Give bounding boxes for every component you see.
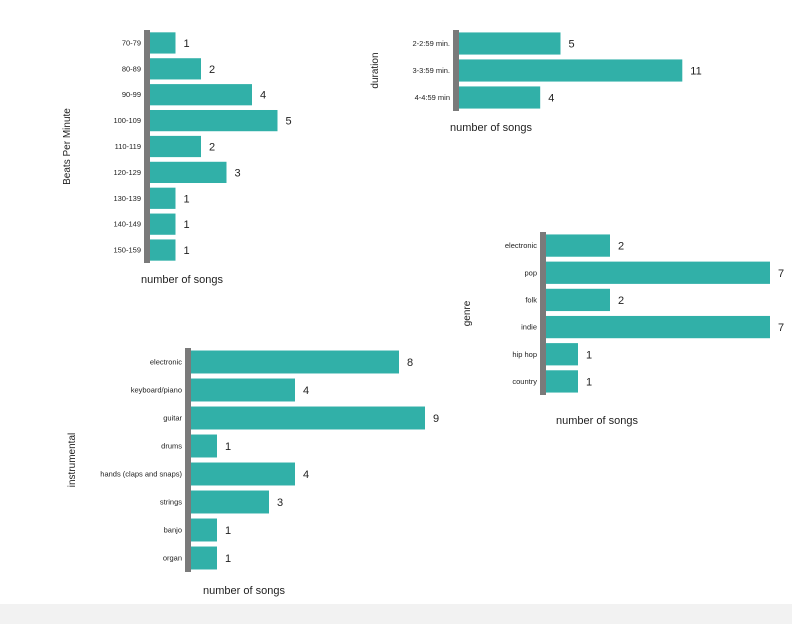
y-axis-title: genre xyxy=(462,300,473,326)
category-label: 80-89 xyxy=(122,64,141,73)
bar-80-89 xyxy=(150,58,201,80)
bar-keyboard-piano xyxy=(191,378,295,402)
bar-hip-hop xyxy=(546,343,578,366)
bar-3-3-59-min xyxy=(459,59,683,82)
category-label: 70-79 xyxy=(122,38,141,47)
x-axis-title: number of songs xyxy=(141,274,223,286)
bar-hands-claps-and-snaps xyxy=(191,462,295,486)
category-label: hands (claps and snaps) xyxy=(100,470,182,479)
category-label: 130-139 xyxy=(113,194,141,203)
data-label: 4 xyxy=(303,469,309,481)
bar-70-79 xyxy=(150,32,176,54)
data-label: 1 xyxy=(184,38,190,50)
data-label: 9 xyxy=(433,413,439,425)
category-label: drums xyxy=(161,442,182,451)
data-label: 8 xyxy=(407,357,413,369)
data-label: 1 xyxy=(225,553,231,565)
y-axis-line xyxy=(185,348,191,572)
data-label: 4 xyxy=(303,385,309,397)
bar-120-129 xyxy=(150,161,227,184)
y-axis-title: Beats Per Minute xyxy=(62,108,73,185)
data-label: 2 xyxy=(618,241,624,253)
category-label: electronic xyxy=(505,241,537,250)
category-label: 4-4:59 min xyxy=(415,93,450,102)
bar-pop xyxy=(546,261,770,284)
bar-4-4-59-min xyxy=(459,86,541,109)
bar-strings xyxy=(191,490,269,514)
bar-150-159 xyxy=(150,239,176,261)
bar-organ xyxy=(191,546,217,570)
bar-110-119 xyxy=(150,135,201,158)
data-label: 3 xyxy=(235,167,241,179)
category-label: 90-99 xyxy=(122,90,141,99)
category-label: hip hop xyxy=(512,350,537,359)
data-label: 2 xyxy=(209,142,215,154)
data-label: 1 xyxy=(225,525,231,537)
category-label: 110-119 xyxy=(115,142,141,151)
data-label: 1 xyxy=(184,219,190,231)
y-axis-title: duration xyxy=(370,52,381,88)
bottom-band xyxy=(0,604,792,624)
category-label: indie xyxy=(521,323,537,332)
bar-electronic xyxy=(546,234,610,257)
data-label: 5 xyxy=(286,116,292,128)
bar-drums xyxy=(191,434,217,458)
bar-country xyxy=(546,370,578,393)
data-label: 2 xyxy=(618,295,624,307)
data-label: 1 xyxy=(225,441,231,453)
category-label: pop xyxy=(524,268,537,277)
category-label: strings xyxy=(160,498,182,507)
x-axis-title: number of songs xyxy=(203,585,285,597)
category-label: folk xyxy=(525,295,537,304)
category-label: keyboard/piano xyxy=(131,386,182,395)
data-label: 4 xyxy=(260,90,266,102)
category-label: 2-2:59 min. xyxy=(412,39,450,48)
y-axis-line xyxy=(453,30,459,111)
y-axis-title: instrumental xyxy=(67,433,78,487)
data-label: 1 xyxy=(184,193,190,205)
bar-electronic xyxy=(191,350,399,374)
category-label: 100-109 xyxy=(113,116,141,125)
category-label: 3-3:59 min. xyxy=(412,66,450,75)
x-axis-title: number of songs xyxy=(450,122,532,134)
data-label: 7 xyxy=(778,322,784,334)
data-label: 1 xyxy=(586,349,592,361)
genre-chart: electronic 2 pop 7 folk 2 indie 7 hip hop 1 countr… xyxy=(462,232,784,427)
data-label: 4 xyxy=(548,93,554,105)
data-label: 7 xyxy=(778,268,784,280)
bar-banjo xyxy=(191,518,217,542)
data-label: 1 xyxy=(586,376,592,388)
bar-folk xyxy=(546,288,610,312)
duration-chart: 2-2:59 min. 5 3-3:59 min. 11 4-4:59 min 4 dura… xyxy=(370,30,702,134)
y-axis-line xyxy=(144,30,150,263)
category-label: 150-159 xyxy=(113,246,141,255)
bar-indie xyxy=(546,315,770,339)
bar-140-149 xyxy=(150,213,176,235)
category-label: banjo xyxy=(164,526,182,535)
bar-100-109 xyxy=(150,109,278,132)
bar-130-139 xyxy=(150,187,176,209)
category-label: guitar xyxy=(163,414,182,423)
data-label: 11 xyxy=(690,66,701,78)
bar-2-2-59-min xyxy=(459,32,561,55)
bar-guitar xyxy=(191,406,425,430)
y-axis-line xyxy=(540,232,546,395)
category-label: electronic xyxy=(150,358,182,367)
data-label: 3 xyxy=(277,497,283,509)
bpm-chart: 70-79 1 80-89 2 90-99 4 100-109 5 110-119 2 120-12… xyxy=(62,30,292,286)
category-label: 140-149 xyxy=(113,220,141,229)
bar-90-99 xyxy=(150,84,252,106)
data-label: 1 xyxy=(184,245,190,257)
x-axis-title: number of songs xyxy=(556,415,638,427)
instrumental-chart: electronic 8 keyboard/piano 4 guitar 9 drums 1 h… xyxy=(67,348,439,597)
category-label: country xyxy=(512,377,537,386)
category-label: 120-129 xyxy=(113,168,141,177)
data-label: 2 xyxy=(209,64,215,76)
category-label: organ xyxy=(163,554,182,563)
data-label: 5 xyxy=(569,39,575,51)
